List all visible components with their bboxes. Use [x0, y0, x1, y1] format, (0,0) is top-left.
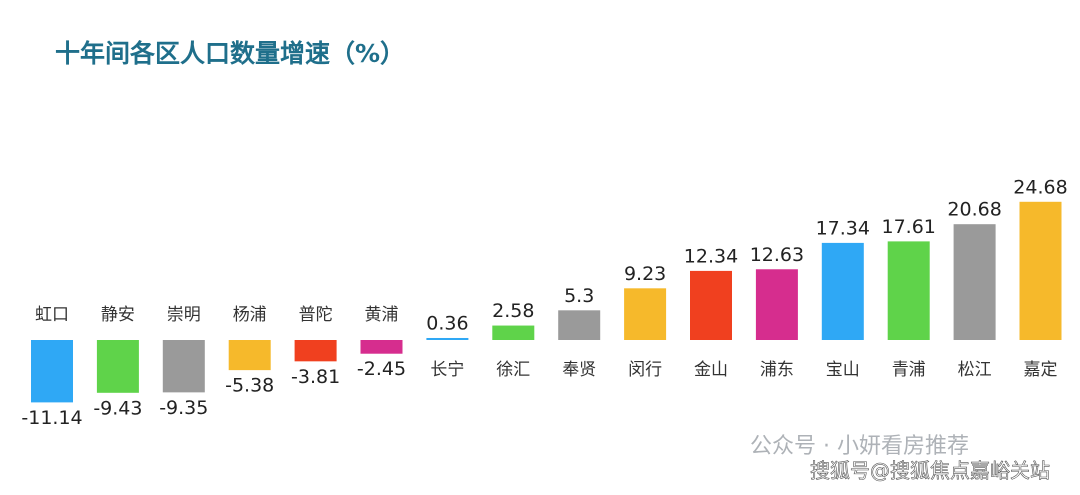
bar	[492, 325, 535, 340]
watermark: 公众号 · 小妍看房推荐	[750, 434, 969, 459]
bar	[953, 224, 996, 340]
value-label: 9.23	[624, 263, 666, 285]
bar	[887, 241, 930, 340]
category-label: 松江	[958, 360, 992, 380]
category-label: 奉贤	[562, 360, 596, 380]
bar	[1019, 201, 1062, 340]
value-label: 20.68	[947, 199, 1001, 221]
category-label: 宝山	[826, 360, 860, 380]
chart-title: 十年间各区人口数量增速（%）	[55, 39, 405, 68]
category-label: 崇明	[167, 305, 201, 325]
value-label: 2.58	[492, 300, 534, 322]
value-label: -3.81	[291, 366, 340, 388]
bar	[162, 340, 205, 393]
bar	[360, 340, 403, 354]
category-label: 青浦	[892, 360, 926, 380]
value-label: 24.68	[1013, 176, 1067, 198]
value-label: -2.45	[357, 358, 406, 380]
value-label: 17.34	[816, 217, 870, 239]
bar	[228, 340, 271, 371]
bar	[558, 310, 601, 340]
value-label: 17.61	[881, 216, 935, 238]
value-label: -9.43	[93, 397, 142, 419]
category-label: 普陀	[299, 305, 333, 325]
value-label: -11.14	[21, 407, 82, 429]
category-label: 虹口	[35, 305, 69, 325]
category-label: 黄浦	[365, 305, 399, 325]
bar	[821, 242, 864, 340]
category-label: 静安	[101, 305, 135, 325]
value-label: -5.38	[225, 375, 274, 397]
value-label: 12.34	[684, 245, 738, 267]
category-label: 金山	[694, 360, 728, 380]
bar	[31, 340, 73, 403]
category-label: 杨浦	[233, 305, 267, 325]
bar	[755, 269, 798, 340]
value-label: 5.3	[564, 285, 594, 307]
category-label: 徐汇	[496, 360, 530, 380]
bar	[426, 337, 469, 340]
category-label: 浦东	[760, 360, 794, 380]
watermark: 搜狐号@搜狐焦点嘉峪关站	[810, 459, 1050, 483]
category-label: 嘉定	[1024, 360, 1058, 380]
bar	[690, 270, 732, 340]
value-label: 12.63	[750, 244, 804, 266]
bar	[96, 340, 139, 393]
category-label: 闵行	[628, 360, 662, 380]
value-label: -9.35	[159, 397, 208, 419]
value-label: 0.36	[426, 312, 468, 334]
bar	[624, 288, 667, 340]
category-label: 长宁	[430, 360, 464, 380]
bar	[294, 340, 337, 362]
